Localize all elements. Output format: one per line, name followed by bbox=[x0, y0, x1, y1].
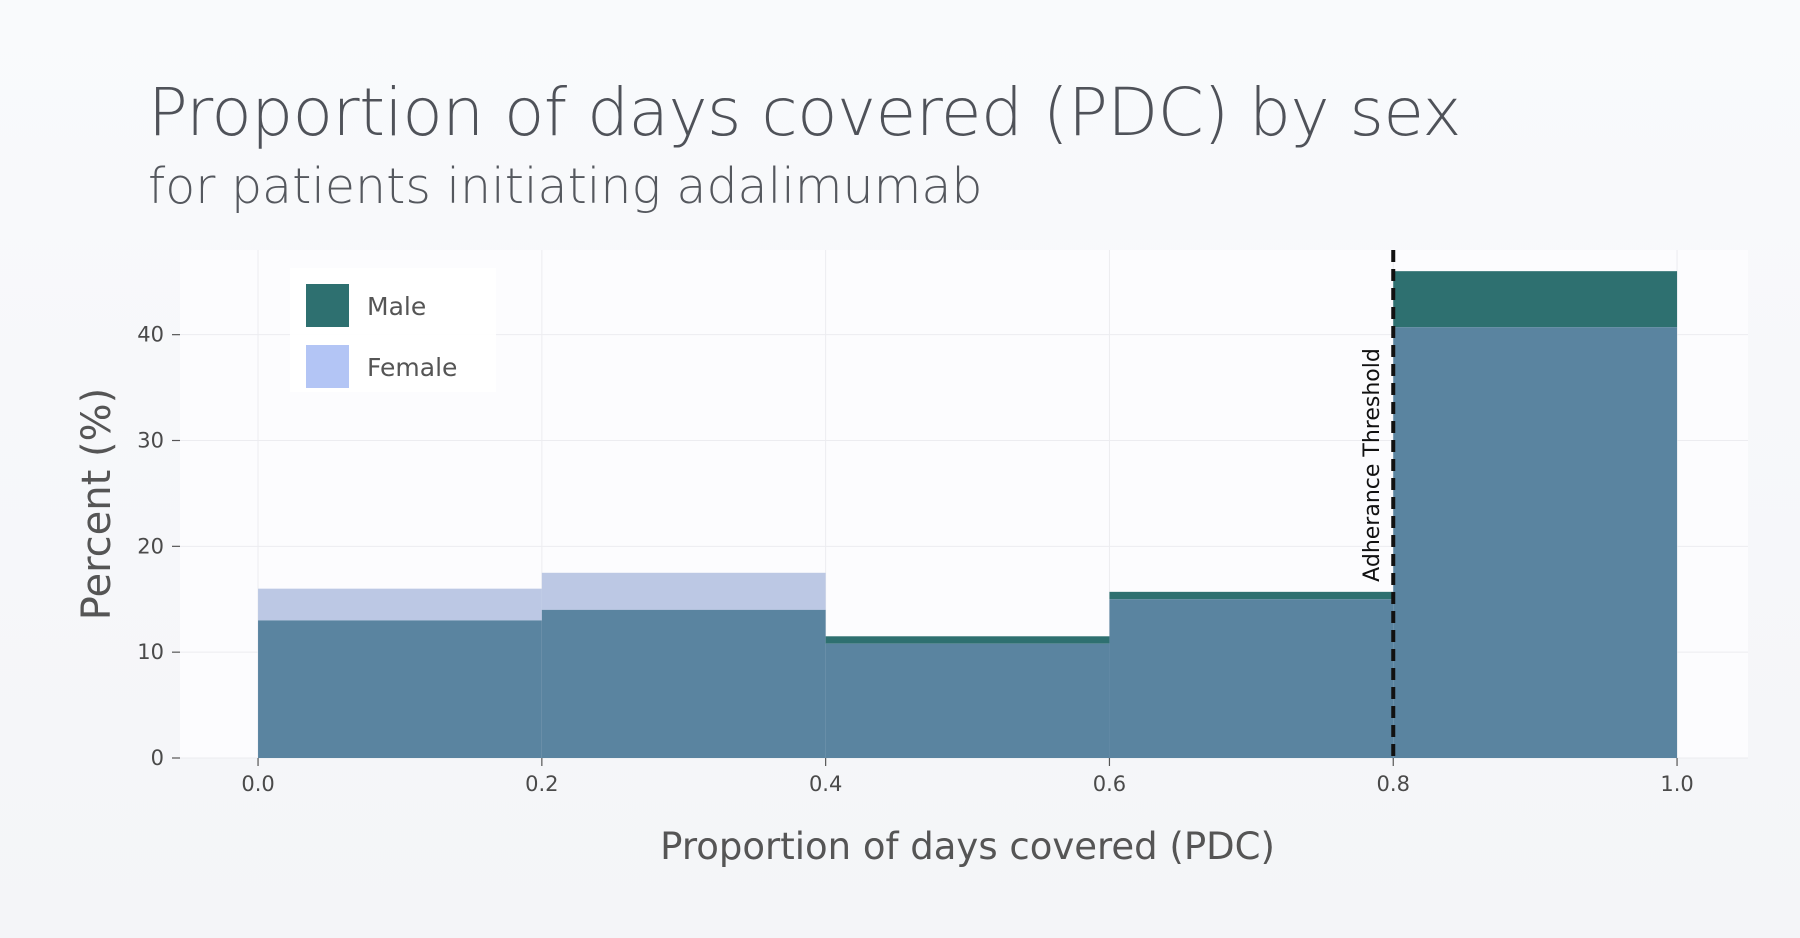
overlap-bar bbox=[1393, 327, 1678, 758]
y-tick-label: 20 bbox=[137, 534, 164, 558]
overlap-bar bbox=[258, 620, 542, 758]
x-tick-label: 0.2 bbox=[525, 772, 558, 796]
chart-title: Proportion of days covered (PDC) by sex bbox=[148, 74, 1461, 151]
male-bar-excess bbox=[825, 636, 1110, 644]
male-bar-excess bbox=[1109, 591, 1394, 600]
y-axis-label: Percent (%) bbox=[74, 388, 120, 620]
male-bar-excess bbox=[1393, 271, 1678, 328]
y-tick-label: 10 bbox=[137, 640, 164, 664]
female-bar-excess bbox=[258, 588, 542, 621]
legend-swatch-male bbox=[306, 284, 349, 327]
y-tick-label: 0 bbox=[151, 746, 164, 770]
legend-label-male: Male bbox=[367, 292, 426, 321]
y-tick-label: 40 bbox=[137, 323, 164, 347]
x-tick-label: 1.0 bbox=[1660, 772, 1693, 796]
axes-group: 0.0 0.2 0.4 0.6 0.8 1.0 0 10 20 30 40 bbox=[137, 323, 1693, 796]
overlap-bar bbox=[541, 609, 826, 758]
y-tick-label: 30 bbox=[137, 429, 164, 453]
bars-group bbox=[258, 271, 1678, 758]
x-tick-label: 0.4 bbox=[809, 772, 842, 796]
legend: Male Female bbox=[290, 268, 496, 392]
x-tick-label: 0.6 bbox=[1093, 772, 1126, 796]
legend-label-female: Female bbox=[367, 353, 457, 382]
overlap-bar bbox=[825, 643, 1110, 758]
x-tick-label: 0.0 bbox=[241, 772, 274, 796]
threshold-label: Adherance Threshold bbox=[1360, 348, 1385, 582]
overlap-bar bbox=[1109, 599, 1394, 758]
threshold-group: Adherance Threshold bbox=[1360, 250, 1396, 758]
female-bar-excess bbox=[541, 572, 826, 610]
x-tick-label: 0.8 bbox=[1377, 772, 1410, 796]
chart-subtitle: for patients initiating adalimumab bbox=[148, 158, 983, 215]
x-axis-label: Proportion of days covered (PDC) bbox=[660, 825, 1275, 868]
legend-swatch-female bbox=[306, 345, 349, 388]
